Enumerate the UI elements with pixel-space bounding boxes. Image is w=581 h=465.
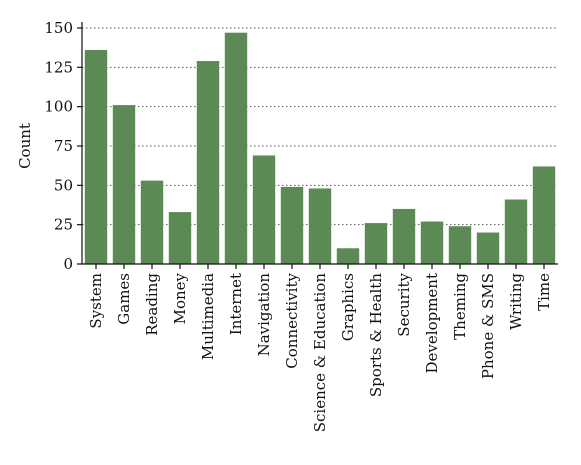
bar [364,223,388,264]
x-tick-label: Money [171,272,189,324]
x-tick-label: Development [423,273,441,373]
x-tick-label: Reading [143,273,161,336]
bar [196,61,220,264]
y-tick-label: 125 [44,58,73,76]
y-tick-label: 100 [44,98,73,116]
bars [84,32,556,265]
x-tick-label: Security [395,272,413,336]
x-tick-label: Graphics [339,273,357,341]
y-tick-label: 75 [54,137,73,155]
y-tick-label: 25 [54,216,73,234]
bar [336,248,360,264]
bar [308,188,332,264]
x-tick-label: Internet [227,273,245,335]
y-tick-label: 150 [44,19,73,37]
x-tick-label: Time [535,273,553,311]
x-tick-label: Theming [451,273,469,340]
bar [532,166,556,264]
x-tick-label: Sports & Health [367,273,385,397]
x-tick-label: Navigation [255,273,273,357]
x-tick-label: Writing [507,273,525,330]
bar [476,232,500,264]
bar [280,186,304,264]
bar [252,155,276,264]
y-tick-label: 0 [63,255,73,273]
bar [112,105,136,265]
bar [420,221,444,264]
grid-lines [82,27,558,226]
bar [84,50,108,264]
x-tick-label: System [87,273,105,329]
bar [168,212,192,264]
x-tick-labels: System Games Reading Money Multimedia Interne… [87,264,553,432]
y-axis-label: Count [16,123,34,169]
bar [392,208,416,264]
x-tick-label: Connectivity [283,272,301,368]
bar [504,199,528,264]
bar [224,32,248,264]
bar [140,180,164,264]
x-tick-label: Games [115,273,133,325]
y-tick-labels: 0 25 50 75 100 125 150 [44,19,82,273]
bar [448,226,472,264]
x-tick-label: Phone & SMS [479,273,497,379]
x-tick-label: Multimedia [199,273,217,360]
y-tick-label: 50 [54,176,73,194]
x-tick-label: Science & Education [311,273,329,433]
